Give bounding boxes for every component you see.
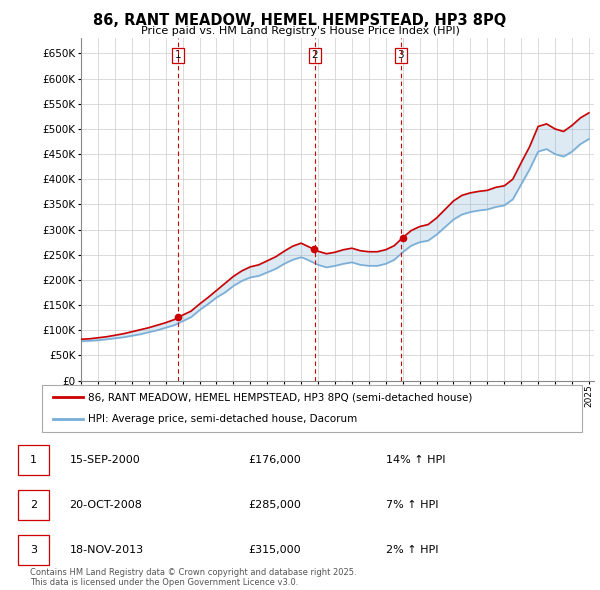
Text: 86, RANT MEADOW, HEMEL HEMPSTEAD, HP3 8PQ: 86, RANT MEADOW, HEMEL HEMPSTEAD, HP3 8P…	[94, 13, 506, 28]
Text: Contains HM Land Registry data © Crown copyright and database right 2025.
This d: Contains HM Land Registry data © Crown c…	[30, 568, 356, 587]
Text: 3: 3	[397, 50, 404, 60]
Text: 2: 2	[311, 50, 318, 60]
Text: £315,000: £315,000	[248, 545, 301, 555]
FancyBboxPatch shape	[18, 445, 49, 475]
Text: 1: 1	[30, 455, 37, 465]
Text: 20-OCT-2008: 20-OCT-2008	[70, 500, 142, 510]
FancyBboxPatch shape	[18, 535, 49, 565]
Text: 86, RANT MEADOW, HEMEL HEMPSTEAD, HP3 8PQ (semi-detached house): 86, RANT MEADOW, HEMEL HEMPSTEAD, HP3 8P…	[88, 392, 472, 402]
Text: HPI: Average price, semi-detached house, Dacorum: HPI: Average price, semi-detached house,…	[88, 414, 357, 424]
Text: 7% ↑ HPI: 7% ↑ HPI	[386, 500, 439, 510]
Text: 15-SEP-2000: 15-SEP-2000	[70, 455, 140, 465]
FancyBboxPatch shape	[18, 490, 49, 520]
Text: 2% ↑ HPI: 2% ↑ HPI	[386, 545, 439, 555]
Text: 2: 2	[30, 500, 37, 510]
Text: 3: 3	[30, 545, 37, 555]
Text: 1: 1	[175, 50, 181, 60]
Text: £176,000: £176,000	[248, 455, 301, 465]
Text: 18-NOV-2013: 18-NOV-2013	[70, 545, 144, 555]
Text: Price paid vs. HM Land Registry's House Price Index (HPI): Price paid vs. HM Land Registry's House …	[140, 26, 460, 36]
Text: 14% ↑ HPI: 14% ↑ HPI	[386, 455, 446, 465]
Text: £285,000: £285,000	[248, 500, 301, 510]
